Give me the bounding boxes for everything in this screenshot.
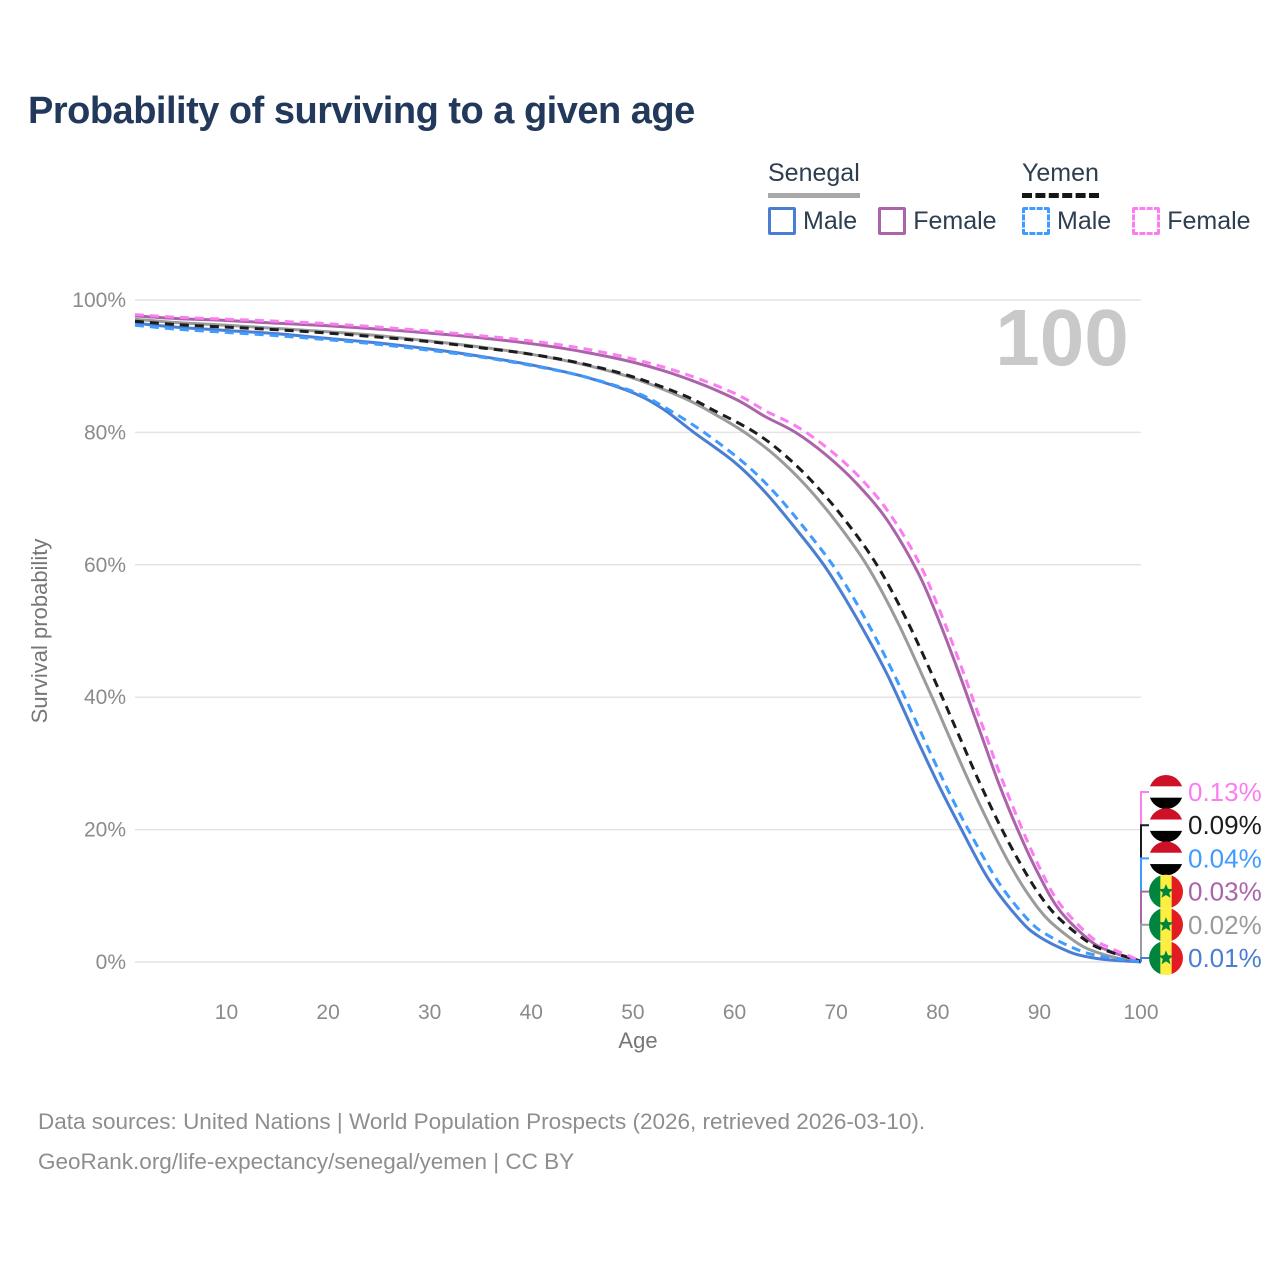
chart-title: Probability of surviving to a given age [28, 90, 695, 132]
series-line-yemen-male [134, 323, 1142, 964]
flag-icon-senegal [1149, 941, 1183, 975]
end-value-label: 0.04% [1188, 843, 1262, 873]
legend-swatch-senegal-male[interactable] [768, 207, 796, 235]
x-tick-label: 40 [520, 1001, 543, 1024]
legend-swatch-senegal-female[interactable] [878, 207, 907, 235]
legend-label-yemen-male: Male [1057, 206, 1112, 235]
senegal-star-icon [1158, 950, 1174, 965]
y-axis-title: Survival probability [27, 539, 52, 724]
series-line-yemen-both [134, 319, 1142, 963]
y-tick-label: 80% [84, 421, 126, 444]
end-value-label: 0.02% [1188, 910, 1262, 940]
legend-swatch-yemen-male[interactable] [1022, 207, 1050, 235]
legend-header-senegal[interactable]: Senegal [768, 159, 860, 198]
flag-icon-yemen [1149, 841, 1183, 876]
label-connector [1140, 791, 1149, 962]
label-connector [1140, 923, 1149, 962]
end-value-label: 0.01% [1188, 943, 1262, 973]
end-value-label: 0.09% [1188, 810, 1262, 840]
legend-item-senegal-female[interactable]: Female [878, 206, 997, 236]
y-tick-label: 60% [84, 554, 126, 577]
footer-line-1: Data sources: United Nations | World Pop… [38, 1109, 926, 1134]
series-line-senegal-both [134, 317, 1142, 964]
x-tick-label: 80 [926, 1001, 949, 1024]
y-tick-label: 100% [72, 289, 126, 312]
y-tick-label: 40% [84, 686, 126, 709]
flag-icon-yemen [1149, 775, 1183, 809]
x-tick-label: 90 [1028, 1001, 1051, 1024]
x-tick-label: 100 [1123, 1001, 1158, 1024]
flag-icon-yemen [1149, 808, 1183, 843]
label-connector [1140, 890, 1149, 962]
end-value-label: 0.13% [1188, 777, 1262, 807]
data-sources-footer: Data sources: United Nations | World Pop… [38, 1102, 925, 1182]
legend-header-yemen[interactable]: Yemen [1022, 159, 1099, 198]
legend-group-senegal: Senegal Male Female [768, 159, 997, 236]
y-tick-label: 0% [96, 951, 126, 974]
legend-item-yemen-male[interactable]: Male [1022, 207, 1111, 236]
series-line-yemen-female [134, 313, 1142, 963]
legend-item-senegal-male[interactable]: Male [768, 207, 857, 236]
x-tick-label: 70 [824, 1001, 847, 1024]
label-connector [1140, 824, 1149, 962]
legend-item-yemen-female[interactable]: Female [1132, 206, 1251, 236]
x-tick-label: 30 [418, 1001, 441, 1024]
label-connector [1140, 857, 1149, 962]
x-tick-label: 20 [316, 1001, 339, 1024]
legend-swatch-yemen-female[interactable] [1132, 207, 1161, 235]
y-tick-label: 20% [84, 819, 126, 842]
legend-label-senegal-female: Female [913, 206, 997, 235]
legend-label-senegal-male: Male [803, 206, 858, 235]
legend-group-yemen: Yemen Male Female [1022, 159, 1251, 236]
age-watermark: 100 [995, 293, 1128, 382]
label-connector [1140, 957, 1149, 962]
series-line-senegal-female [134, 314, 1142, 964]
footer-line-2: GeoRank.org/life-expectancy/senegal/yeme… [38, 1149, 575, 1174]
senegal-star-icon [1158, 917, 1174, 931]
legend-label-yemen-female: Female [1167, 206, 1251, 235]
x-tick-label: 50 [621, 1001, 644, 1024]
flag-icon-senegal [1149, 874, 1183, 909]
x-axis-title: Age [618, 1028, 657, 1053]
flag-icon-senegal [1149, 907, 1183, 942]
x-tick-label: 60 [723, 1001, 746, 1024]
senegal-star-icon [1158, 884, 1174, 898]
end-value-label: 0.03% [1188, 877, 1262, 907]
x-tick-label: 10 [215, 1001, 238, 1024]
